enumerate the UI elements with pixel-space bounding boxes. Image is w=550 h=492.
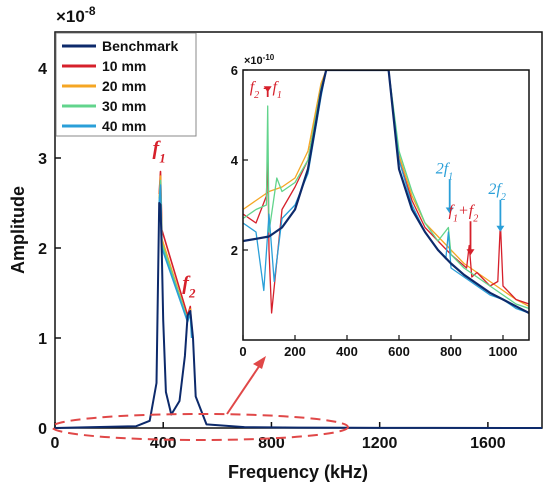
legend-label-3: 30 mm	[102, 98, 146, 114]
inset-annotation-0-arrow-head	[263, 86, 272, 93]
inset-x-tick-label-1: 200	[284, 344, 306, 359]
inset-series-line-benchmark	[243, 70, 529, 314]
main-y-axis-title: Amplitude	[8, 186, 28, 274]
main-y-exponent: -8	[85, 4, 96, 18]
inset-annotation-2-arrow-head	[466, 249, 475, 256]
inset-x-tick-label-2: 400	[336, 344, 358, 359]
main-series-line-benchmark	[54, 202, 543, 429]
inset-background	[243, 70, 529, 340]
zoom-arrow-line	[226, 361, 263, 415]
main-series-group	[54, 170, 543, 429]
inset-annotation-3-arrow-head	[496, 225, 505, 232]
main-y-tick-label-2: 2	[38, 241, 47, 258]
inset-annotation-1-arrow-head	[445, 207, 454, 214]
inset-y-tick-label-0: 2	[231, 243, 238, 258]
legend-label-0: Benchmark	[102, 38, 178, 54]
inset-x-tick-label-3: 600	[388, 344, 410, 359]
main-annotations: f1 f2	[153, 138, 196, 301]
main-x-tick-label-1: 400	[150, 435, 177, 452]
inset-y-tick-label-1: 4	[231, 153, 239, 168]
legend-label-2: 20 mm	[102, 78, 146, 94]
inset-y-exponent-label: ×10-10	[244, 53, 275, 68]
inset-y-multiplier: ×10	[244, 55, 263, 67]
inset-x-tick-label-0: 0	[239, 344, 246, 359]
inset-series-group	[243, 70, 529, 314]
main-y-exponent-label: ×10-8	[56, 4, 96, 26]
main-y-multiplier: ×10	[56, 7, 85, 26]
main-y-tick-label-4: 4	[38, 61, 47, 78]
inset-annotation-1: 2f1	[436, 161, 453, 183]
main-annotation-0: f1	[153, 138, 166, 166]
inset-series-line-10-mm	[243, 70, 529, 314]
legend: Benchmark 10 mm 20 mm 30 mm 40 mm	[55, 32, 197, 137]
inset-y-tick-label-2: 6	[231, 63, 238, 78]
inset-x-tick-label-5: 1000	[489, 344, 518, 359]
inset-series-line-40-mm	[243, 70, 529, 314]
main-y-tick-label-3: 3	[38, 151, 47, 168]
legend-label-4: 40 mm	[102, 118, 146, 134]
main-y-tick-label-1: 1	[38, 331, 47, 348]
zoom-region-ellipse	[51, 413, 349, 441]
zoom-arrow-head	[253, 356, 266, 369]
main-x-tick-label-3: 1200	[362, 435, 398, 452]
inset-plot-frame	[242, 69, 530, 341]
legend-frame	[55, 32, 197, 137]
inset-y-exponent: -10	[263, 53, 275, 62]
inset-annotation-2: f1+f2	[449, 202, 479, 224]
main-x-tick-label-0: 0	[51, 435, 60, 452]
main-annotation-1: f2	[182, 273, 196, 301]
inset-annotation-3: 2f2	[488, 181, 505, 203]
main-y-tick-label-0: 0	[38, 421, 47, 438]
main-x-axis-title: Frequency (kHz)	[228, 462, 368, 482]
inset-axis-ticks: 0 200 400 600 800 1000 2 4 6	[231, 63, 518, 359]
inset-series-line-20-mm	[243, 70, 529, 307]
inset-x-tick-label-4: 800	[440, 344, 462, 359]
legend-label-1: 10 mm	[102, 58, 146, 74]
main-x-tick-label-4: 1600	[470, 435, 506, 452]
